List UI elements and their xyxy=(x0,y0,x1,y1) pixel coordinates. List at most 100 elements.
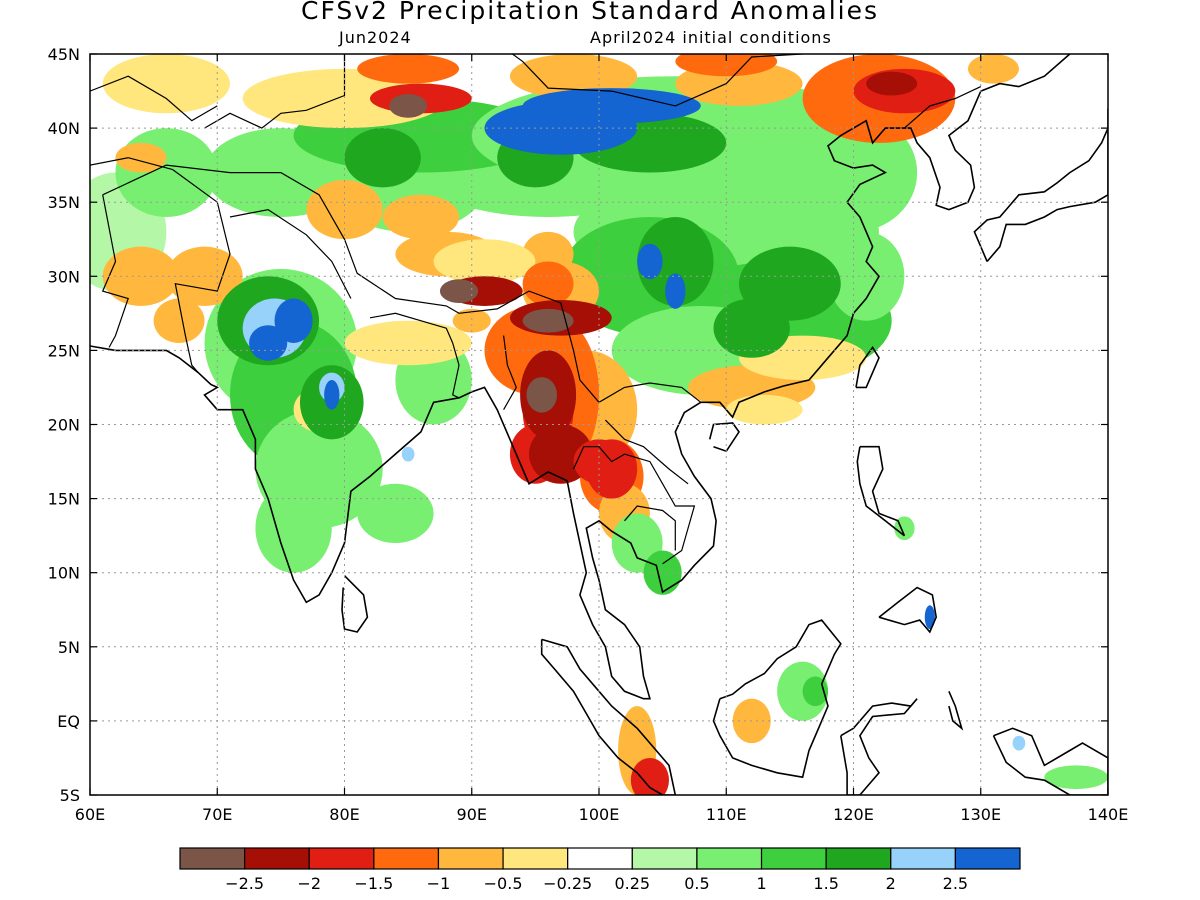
colorbar-tick-label: −1.5 xyxy=(354,874,393,893)
latitude-label: 40N xyxy=(48,119,80,138)
colorbar-swatch xyxy=(437,847,504,870)
anomaly-patch xyxy=(357,483,434,544)
latitude-label: EQ xyxy=(57,712,80,731)
latitude-label: 5S xyxy=(60,786,80,805)
colorbar-tick-label: −2 xyxy=(297,874,321,893)
coastline-path xyxy=(840,698,918,795)
anomaly-patch xyxy=(637,243,663,280)
border-path xyxy=(204,54,346,129)
anomaly-patch xyxy=(452,308,491,333)
map-frame xyxy=(89,53,1109,796)
anomaly-patch xyxy=(866,71,918,96)
colorbar-swatch xyxy=(179,847,246,870)
anomaly-patch xyxy=(115,128,218,218)
anomaly-patch xyxy=(306,179,383,240)
border-path xyxy=(101,194,129,348)
anomaly-patch xyxy=(115,142,167,173)
anomaly-patch xyxy=(324,380,340,410)
longitude-label: 120E xyxy=(833,805,874,824)
anomaly-patch xyxy=(522,308,574,333)
map-title: CFSv2 Precipitation Standard Anomalies xyxy=(300,0,879,25)
colorbar-tick-label: 2 xyxy=(886,874,896,893)
latitude-label: 10N xyxy=(48,564,80,583)
anomaly-patch xyxy=(439,279,479,303)
coastline-path xyxy=(948,690,964,731)
border-path xyxy=(572,446,696,565)
colorbar-tick-label: 1 xyxy=(756,874,766,893)
longitude-labels: 60E 70E 80E 90E 100E 110E 120E 130E 140E xyxy=(75,805,1129,824)
anomaly-patch xyxy=(643,550,682,595)
coastline-path xyxy=(856,445,906,537)
coastline-path xyxy=(90,54,1071,700)
anomaly-patch xyxy=(522,88,701,124)
colorbar-swatch xyxy=(244,847,310,870)
coastline-path xyxy=(855,345,880,389)
anomaly-patch xyxy=(675,54,778,77)
anomaly-patch xyxy=(389,94,428,118)
longitude-label: 130E xyxy=(960,805,1001,824)
border-path xyxy=(369,312,460,399)
coastlines xyxy=(90,54,1108,795)
border-path xyxy=(511,54,803,107)
anomaly-patch xyxy=(344,320,472,366)
anomaly-patch xyxy=(522,261,574,306)
colorbar-swatch xyxy=(308,847,375,870)
colorbar-swatch xyxy=(954,847,1021,870)
coastline-path xyxy=(973,127,1108,262)
anomaly-patch xyxy=(828,231,905,321)
longitude-label: 140E xyxy=(1088,805,1129,824)
border-path xyxy=(172,169,231,373)
colorbar-swatch xyxy=(825,847,892,870)
longitude-label: 90E xyxy=(457,805,487,824)
latitude-label: 25N xyxy=(48,341,80,360)
anomaly-patch xyxy=(357,54,460,84)
anomaly-patch xyxy=(630,757,669,795)
coastline-path xyxy=(341,575,369,633)
colorbar-tick-label: −0.5 xyxy=(484,874,523,893)
coastline-path xyxy=(986,108,1108,263)
colorbar-tick-label: 0.25 xyxy=(614,874,650,893)
latitude-labels: 45N 40N 35N 30N 25N 20N 15N 10N 5N EQ 5S xyxy=(48,45,80,805)
anomaly-patch xyxy=(1044,765,1108,790)
anomaly-patch xyxy=(637,217,714,306)
latitude-label: 30N xyxy=(48,267,80,286)
colorbar-swatch xyxy=(567,847,633,870)
coastline-path xyxy=(712,619,842,779)
coastline-path xyxy=(878,586,938,634)
anomaly-fields xyxy=(90,54,1108,795)
latitude-label: 45N xyxy=(48,45,80,64)
colorbar-swatch xyxy=(890,847,956,870)
border-path xyxy=(90,75,218,122)
anomaly-patch xyxy=(1012,735,1026,751)
anomaly-patch xyxy=(274,298,313,343)
border-path xyxy=(904,86,982,129)
anomaly-patch xyxy=(665,273,686,309)
anomaly-patch xyxy=(153,298,205,343)
colorbar-labels: −2.5 −2 −1.5 −1 −0.5 −0.25 0.25 0.5 1 1.5 2 2.5 xyxy=(225,874,968,893)
colorbar-swatch xyxy=(502,847,569,870)
longitude-label: 80E xyxy=(329,805,359,824)
anomaly-patch xyxy=(382,194,460,240)
longitude-label: 110E xyxy=(706,805,747,824)
longitude-label: 100E xyxy=(579,805,620,824)
anomaly-patch xyxy=(777,661,829,721)
anomaly-patch xyxy=(924,605,935,630)
border-path xyxy=(102,164,702,404)
colorbar-swatch xyxy=(631,847,698,870)
longitude-label: 60E xyxy=(75,805,105,824)
coastline-path xyxy=(992,727,1108,795)
anomaly-patch xyxy=(713,298,790,358)
colorbar-tick-label: 1.5 xyxy=(813,874,838,893)
latitude-label: 35N xyxy=(48,193,80,212)
border-path xyxy=(604,419,689,485)
colorbar xyxy=(179,847,1021,870)
map-gridlines xyxy=(89,53,1109,796)
border-path xyxy=(90,157,173,171)
anomaly-patch xyxy=(249,325,288,361)
colorbar-swatch xyxy=(373,847,440,870)
forecast-month: Jun2024 xyxy=(339,28,412,47)
anomaly-patch xyxy=(509,54,638,99)
anomaly-patch xyxy=(102,54,230,114)
colorbar-swatch xyxy=(696,847,763,870)
